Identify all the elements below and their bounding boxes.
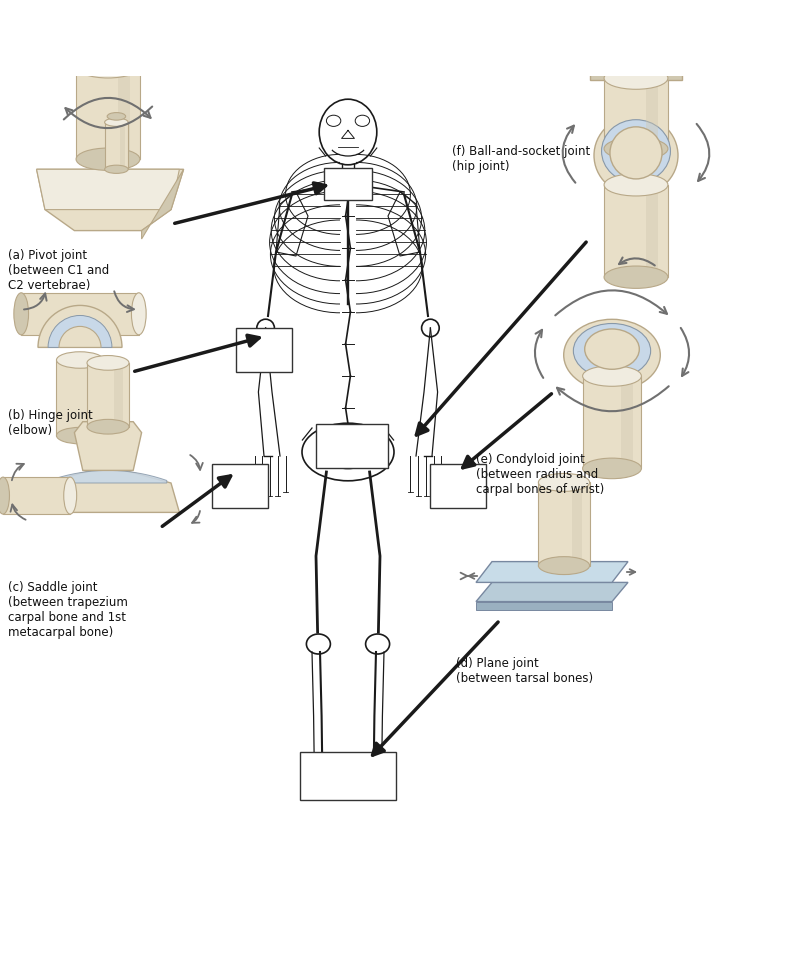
Ellipse shape	[564, 320, 660, 392]
Ellipse shape	[610, 128, 662, 180]
Wedge shape	[48, 316, 112, 348]
Polygon shape	[590, 66, 682, 81]
Ellipse shape	[57, 428, 103, 444]
Polygon shape	[476, 583, 628, 602]
Ellipse shape	[64, 477, 77, 515]
Polygon shape	[76, 68, 140, 160]
Bar	[212, 464, 268, 509]
Polygon shape	[476, 602, 612, 610]
Polygon shape	[87, 363, 129, 427]
Ellipse shape	[76, 149, 140, 172]
Polygon shape	[87, 360, 97, 436]
Ellipse shape	[14, 294, 29, 335]
Polygon shape	[114, 363, 122, 427]
Ellipse shape	[604, 138, 668, 161]
Polygon shape	[120, 123, 125, 170]
Text: (b) Hinge joint
(elbow): (b) Hinge joint (elbow)	[8, 409, 93, 436]
Text: (e) Condyloid joint
(between radius and
carpal bones of wrist): (e) Condyloid joint (between radius and …	[476, 453, 604, 496]
Polygon shape	[57, 360, 103, 436]
Text: (d) Plane joint
(between tarsal bones): (d) Plane joint (between tarsal bones)	[456, 657, 593, 684]
Polygon shape	[74, 422, 142, 471]
Text: (f) Ball-and-socket joint
(hip joint): (f) Ball-and-socket joint (hip joint)	[452, 145, 590, 172]
Ellipse shape	[604, 174, 668, 196]
Polygon shape	[50, 471, 167, 483]
Ellipse shape	[76, 56, 140, 79]
Ellipse shape	[87, 420, 129, 435]
Polygon shape	[105, 123, 128, 170]
Polygon shape	[604, 186, 668, 278]
Polygon shape	[572, 483, 582, 566]
Polygon shape	[21, 294, 139, 335]
Wedge shape	[38, 306, 122, 348]
Ellipse shape	[604, 267, 668, 289]
Polygon shape	[582, 376, 642, 469]
Polygon shape	[604, 79, 668, 150]
Bar	[300, 752, 396, 801]
Polygon shape	[142, 170, 184, 240]
Text: (a) Pivot joint
(between C1 and
C2 vertebrae): (a) Pivot joint (between C1 and C2 verte…	[8, 249, 110, 292]
Ellipse shape	[105, 166, 128, 174]
Polygon shape	[37, 471, 179, 513]
Ellipse shape	[574, 324, 650, 378]
Text: (c) Saddle joint
(between trapezium
carpal bone and 1st
metacarpal bone): (c) Saddle joint (between trapezium carp…	[8, 580, 128, 639]
Ellipse shape	[131, 294, 146, 335]
Polygon shape	[37, 170, 179, 211]
Ellipse shape	[582, 458, 642, 479]
Ellipse shape	[604, 68, 668, 91]
Ellipse shape	[594, 116, 678, 196]
Ellipse shape	[590, 56, 682, 75]
Bar	[324, 169, 372, 201]
Ellipse shape	[538, 558, 590, 575]
Bar	[430, 464, 486, 509]
Polygon shape	[538, 483, 590, 566]
Polygon shape	[3, 477, 70, 515]
Ellipse shape	[87, 356, 129, 371]
Ellipse shape	[538, 474, 590, 492]
Polygon shape	[118, 68, 130, 160]
Ellipse shape	[57, 353, 103, 369]
Ellipse shape	[585, 330, 639, 370]
Ellipse shape	[0, 477, 10, 515]
Polygon shape	[646, 186, 658, 278]
Wedge shape	[59, 327, 101, 348]
Polygon shape	[646, 79, 658, 150]
Bar	[236, 329, 292, 373]
Polygon shape	[621, 376, 633, 469]
Ellipse shape	[582, 366, 642, 387]
Ellipse shape	[602, 121, 670, 184]
Bar	[316, 424, 388, 469]
Ellipse shape	[107, 113, 126, 121]
Polygon shape	[476, 562, 628, 583]
Ellipse shape	[105, 119, 128, 127]
Polygon shape	[37, 170, 184, 232]
